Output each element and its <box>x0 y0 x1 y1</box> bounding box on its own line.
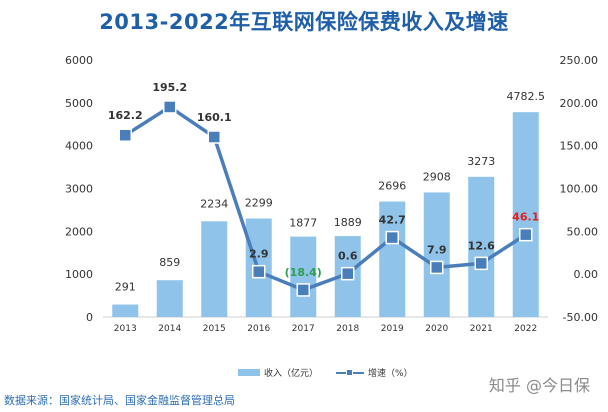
bar-income <box>512 112 539 317</box>
growth-value-label: 2.9 <box>249 248 269 261</box>
growth-value-label: 12.6 <box>468 239 495 252</box>
right-y-tick-label: 250.00 <box>560 54 599 67</box>
left-y-tick-label: 4000 <box>65 140 93 153</box>
x-tick-label: 2019 <box>381 324 404 334</box>
bar-income <box>423 192 450 317</box>
growth-marker <box>296 283 310 297</box>
growth-marker <box>430 260 444 275</box>
right-y-tick-label: 50.00 <box>567 225 599 238</box>
bar-income <box>201 221 228 317</box>
left-y-tick-label: 6000 <box>65 54 93 67</box>
growth-marker <box>252 264 266 279</box>
bar-value-label: 4782.5 <box>507 90 546 103</box>
bar-value-label: 3273 <box>467 155 495 168</box>
right-y-tick-label: -50.00 <box>563 311 598 324</box>
right-y-tick-label: 200.00 <box>560 97 599 110</box>
growth-marker <box>341 266 355 281</box>
legend-growth-label: 增速（%） <box>368 369 413 379</box>
growth-marker <box>163 100 177 114</box>
bar-value-label: 859 <box>159 256 180 269</box>
growth-marker <box>207 130 221 144</box>
right-y-tick-label: 150.00 <box>560 140 599 153</box>
growth-marker <box>474 256 488 271</box>
bar-income <box>156 280 183 317</box>
bar-value-label: 1877 <box>289 217 317 230</box>
growth-value-label: 160.1 <box>197 111 232 124</box>
left-y-tick-label: 2000 <box>65 225 93 238</box>
watermark: 知乎 @今日保 <box>488 376 590 395</box>
left-y-tick-label: 3000 <box>65 183 93 196</box>
bar-value-label: 2299 <box>245 197 273 210</box>
x-tick-label: 2018 <box>336 324 359 334</box>
x-tick-label: 2020 <box>425 324 448 334</box>
right-y-tick-label: 0.00 <box>574 268 599 281</box>
bar-income <box>112 304 139 317</box>
x-tick-label: 2014 <box>158 324 181 334</box>
growth-marker <box>519 227 533 242</box>
right-y-tick-label: 100.00 <box>560 183 599 196</box>
x-tick-label: 2021 <box>470 324 493 334</box>
growth-value-label: (18.4) <box>285 266 322 279</box>
legend-income-label: 收入（亿元） <box>264 369 319 379</box>
growth-value-label: 46.1 <box>512 211 539 224</box>
bar-value-label: 1889 <box>334 216 362 229</box>
x-tick-label: 2017 <box>292 324 315 334</box>
left-y-tick-label: 0 <box>86 311 93 324</box>
legend-bar-swatch <box>238 369 260 376</box>
bar-value-label: 2234 <box>200 197 228 210</box>
growth-value-label: 0.6 <box>338 250 358 263</box>
chart-legend: 收入（亿元） 增速（%） <box>238 366 425 379</box>
x-tick-label: 2022 <box>514 324 537 334</box>
x-tick-label: 2013 <box>114 324 137 334</box>
growth-value-label: 162.2 <box>108 109 143 122</box>
bar-income <box>379 201 406 317</box>
bar-value-label: 291 <box>115 281 136 294</box>
chart-title: 2013-2022年互联网保险保费收入及增速 <box>99 10 509 34</box>
growth-marker <box>385 230 399 245</box>
growth-value-label: 7.9 <box>427 243 447 256</box>
bar-income <box>290 236 317 317</box>
bar-value-label: 2908 <box>423 170 451 183</box>
bar-income <box>468 176 495 317</box>
x-tick-label: 2015 <box>203 324 226 334</box>
data-source-note: 数据来源：国家统计局、国家金融监督管理总局 <box>4 394 235 407</box>
bar-value-label: 2696 <box>378 180 406 193</box>
left-y-tick-label: 5000 <box>65 97 93 110</box>
legend-item-growth: 增速（%） <box>336 366 413 379</box>
x-tick-label: 2016 <box>247 324 270 334</box>
legend-item-income: 收入（亿元） <box>238 366 318 379</box>
left-y-tick-label: 1000 <box>65 268 93 281</box>
legend-line-swatch <box>336 368 365 377</box>
growth-value-label: 195.2 <box>152 81 187 94</box>
growth-line <box>124 105 527 292</box>
growth-value-label: 42.7 <box>379 214 406 227</box>
growth-marker <box>118 128 132 142</box>
